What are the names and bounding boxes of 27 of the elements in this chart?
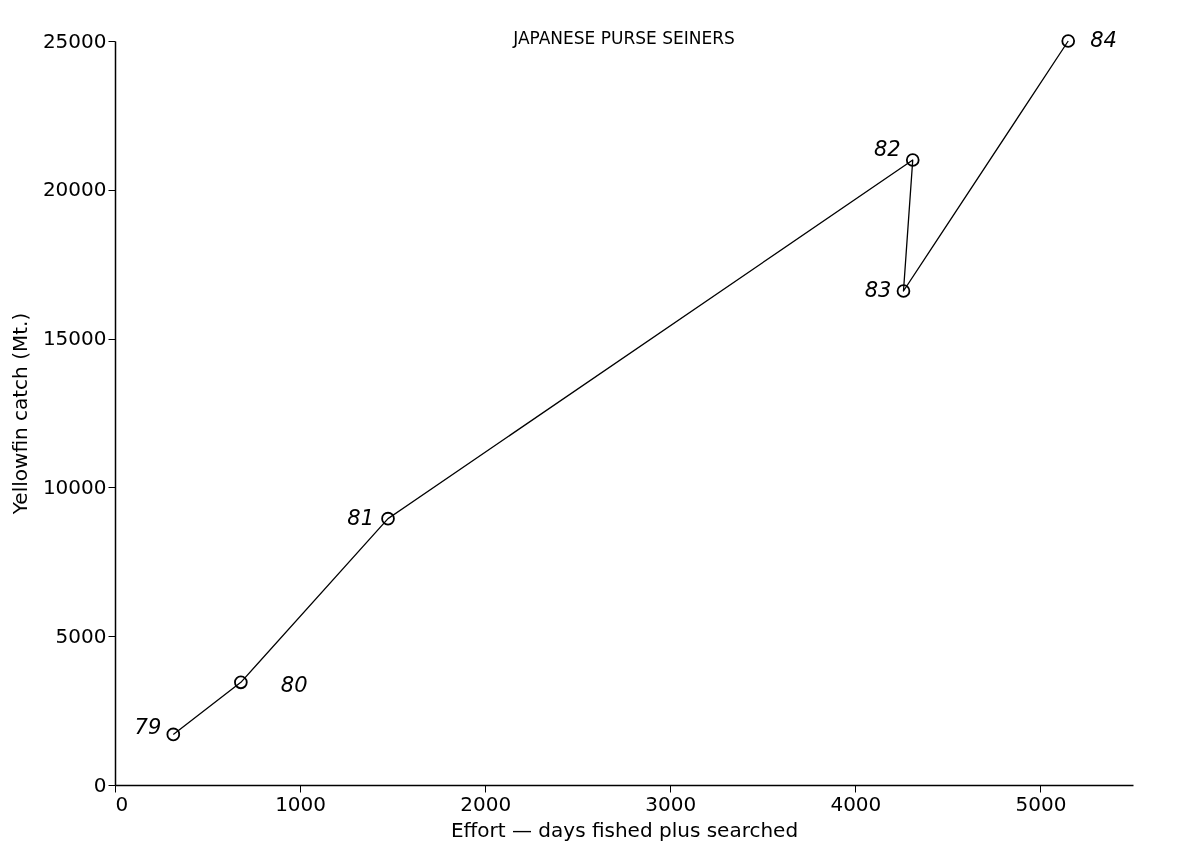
point <box>166 727 181 742</box>
x-axis-title: Effort — days fished plus searched <box>450 817 799 842</box>
annotation: 80 <box>280 673 308 698</box>
chart-title: JAPANESE PURSE SEINERS <box>512 28 735 48</box>
annotation: 81 <box>347 505 375 530</box>
y-axis-title: Yellowfin catch (Mt.) <box>7 312 32 516</box>
x-tick-label: 2000 <box>460 791 512 816</box>
point <box>896 284 911 298</box>
point <box>905 153 920 167</box>
x-tick-label: 4000 <box>830 791 882 816</box>
y-tick-label: 25000 <box>42 28 107 53</box>
annotation: 83 <box>864 277 892 302</box>
y-tick-label: 0 <box>93 772 107 797</box>
y-tick-label: 5000 <box>55 623 107 648</box>
x-tick-label: 0 <box>115 791 129 816</box>
y-tick-label: 15000 <box>42 326 107 351</box>
point <box>1061 34 1076 48</box>
annotation: 79 <box>134 715 162 740</box>
y-tick-label: 20000 <box>42 177 107 202</box>
x-tick-label: 5000 <box>1015 791 1067 816</box>
point <box>381 511 395 526</box>
y-tick-label: 10000 <box>42 474 107 499</box>
point <box>234 675 248 690</box>
x-tick-label: 3000 <box>645 791 697 816</box>
annotation: 82 <box>874 137 901 162</box>
x-tick-label: 1000 <box>275 791 327 816</box>
annotation: 84 <box>1090 28 1117 52</box>
